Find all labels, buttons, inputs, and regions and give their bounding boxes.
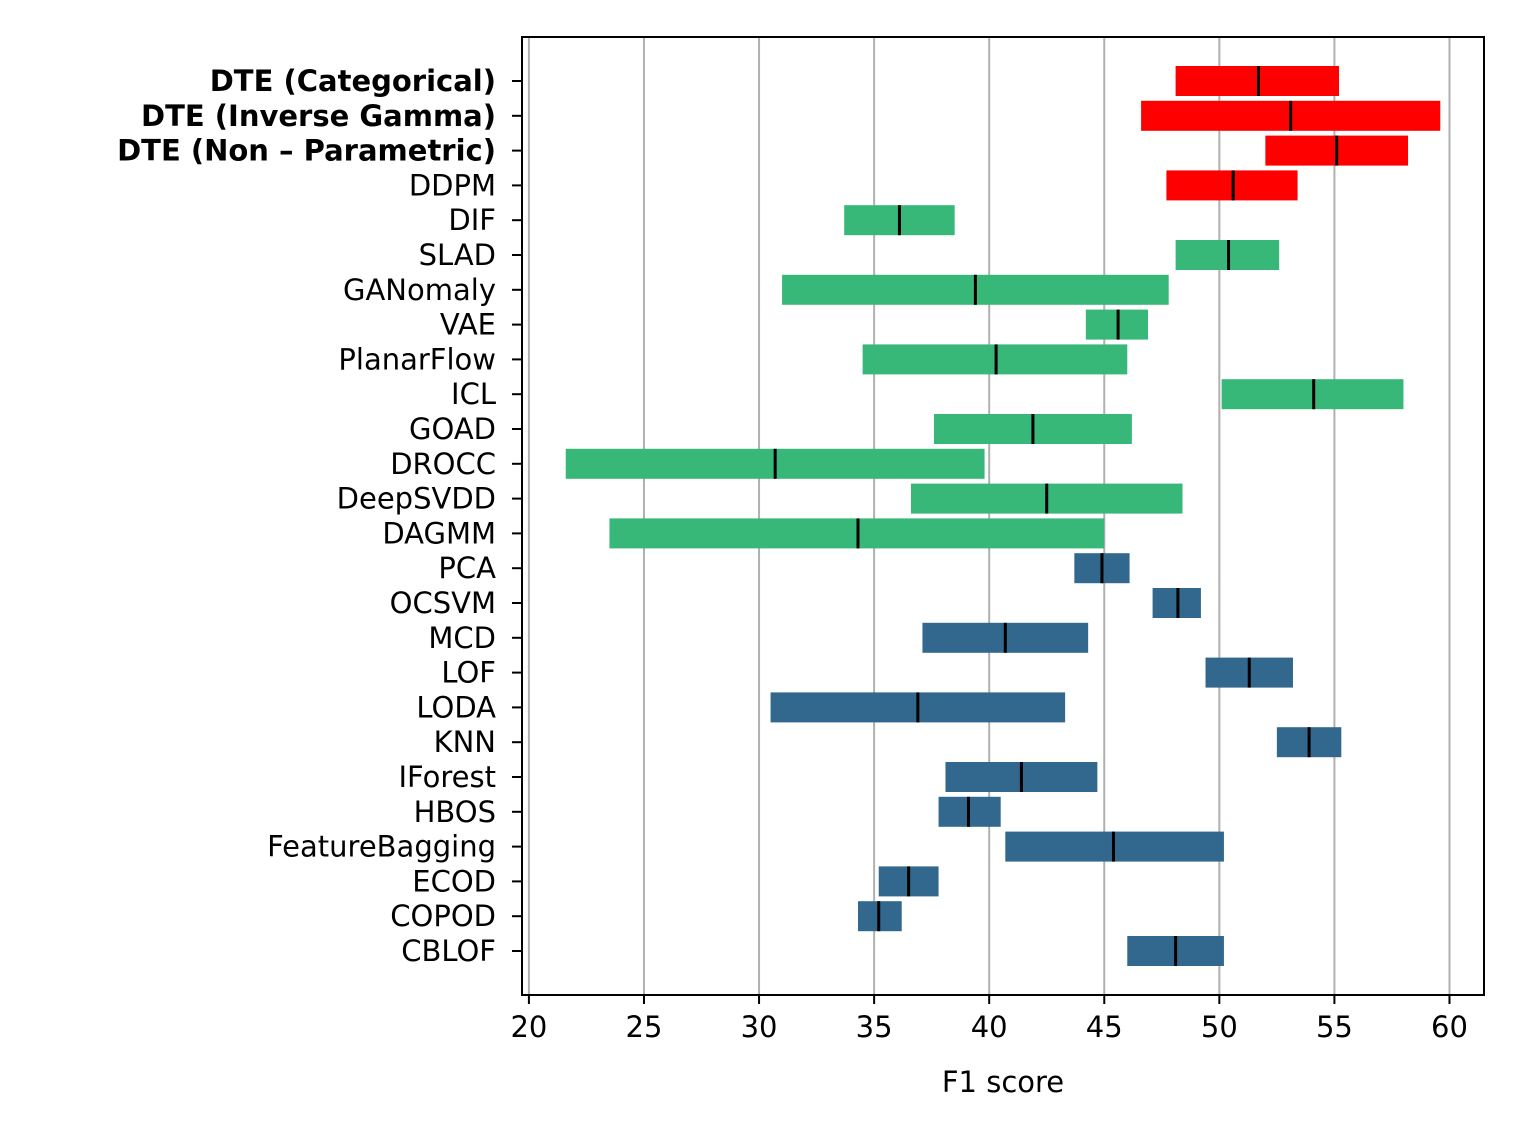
x-tick-label: 35 <box>856 1010 893 1044</box>
y-tick-label: DTE (Inverse Gamma) <box>141 99 496 133</box>
x-tick-label: 40 <box>971 1010 1008 1044</box>
y-tick-label: CBLOF <box>401 934 496 968</box>
y-tick-label: MCD <box>428 621 496 655</box>
x-axis-title: F1 score <box>942 1065 1064 1099</box>
bars <box>565 66 1441 966</box>
x-tick-label: 30 <box>741 1010 778 1044</box>
y-tick-label: DIF <box>448 203 496 237</box>
y-tick-label: DeepSVDD <box>337 482 496 516</box>
y-tick-label: GANomaly <box>343 273 496 307</box>
y-tick-label: COPOD <box>390 899 496 933</box>
y-tick-label: PCA <box>438 551 496 585</box>
y-tick-label: FeatureBagging <box>267 830 496 864</box>
plot-area-frame <box>521 36 1485 996</box>
x-tick-label: 50 <box>1201 1010 1238 1044</box>
y-tick-label: VAE <box>440 308 496 342</box>
y-axis-ticks: DTE (Categorical)DTE (Inverse Gamma)DTE … <box>117 64 522 968</box>
y-tick-label: LODA <box>416 690 496 724</box>
grid-lines <box>527 37 1451 995</box>
y-tick-label: IForest <box>398 760 496 794</box>
x-tick-label: 60 <box>1431 1010 1468 1044</box>
y-tick-label: ECOD <box>412 864 496 898</box>
x-tick-label: 45 <box>1086 1010 1123 1044</box>
y-tick-label: DTE (Categorical) <box>210 64 496 98</box>
y-tick-label: GOAD <box>409 412 496 446</box>
y-tick-label: PlanarFlow <box>338 342 496 376</box>
y-tick-label: DTE (Non – Parametric) <box>117 134 496 168</box>
y-tick-label: HBOS <box>414 795 496 829</box>
y-tick-label: DAGMM <box>382 516 496 550</box>
y-tick-label: SLAD <box>419 238 496 272</box>
y-tick-label: KNN <box>434 725 496 759</box>
y-tick-label: LOF <box>441 656 496 690</box>
y-tick-label: DROCC <box>390 447 496 481</box>
y-tick-label: DDPM <box>409 168 496 202</box>
x-tick-label: 20 <box>510 1010 547 1044</box>
x-axis-ticks: 20 25 30 35 40 45 50 55 60 <box>510 995 1468 1044</box>
y-tick-label: ICL <box>451 377 496 411</box>
x-tick-label: 25 <box>626 1010 663 1044</box>
y-tick-label: OCSVM <box>390 586 496 620</box>
x-tick-label: 55 <box>1316 1010 1353 1044</box>
